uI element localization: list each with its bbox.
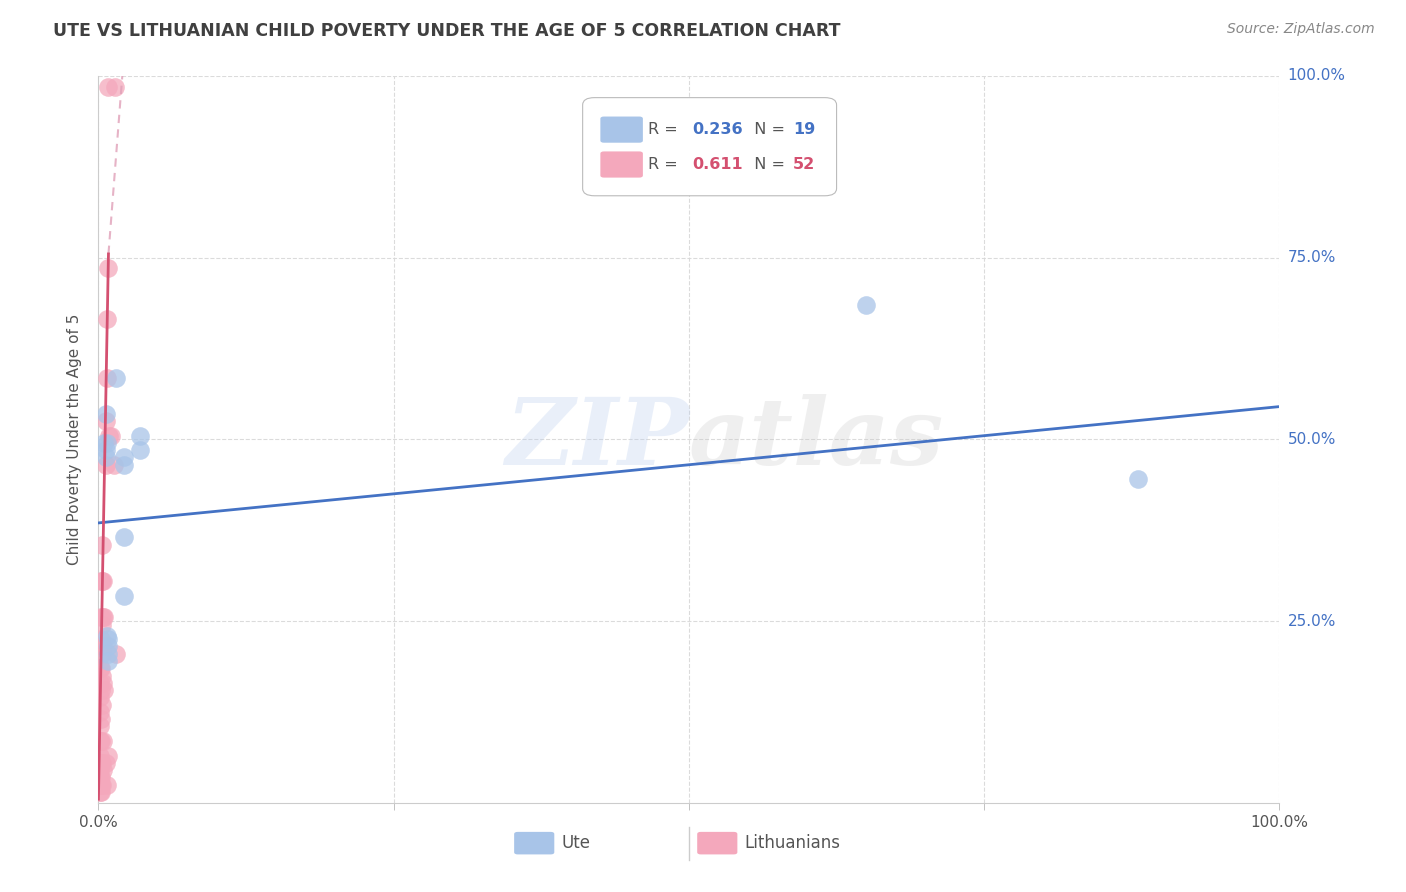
Point <box>94 407 117 421</box>
Point <box>96 312 118 326</box>
Point <box>98 428 121 442</box>
Point <box>97 748 120 763</box>
Point <box>90 574 112 588</box>
Text: 25.0%: 25.0% <box>1288 614 1336 629</box>
Text: 50.0%: 50.0% <box>1288 432 1336 447</box>
Point <box>90 785 112 799</box>
Point <box>90 712 112 726</box>
Point <box>91 778 114 792</box>
Point <box>91 640 114 654</box>
Text: Ute: Ute <box>561 834 591 852</box>
Point <box>91 574 114 588</box>
Point <box>89 748 111 763</box>
Point <box>89 778 111 792</box>
Point <box>93 683 115 698</box>
Point <box>97 632 120 647</box>
Point <box>94 450 117 465</box>
Point <box>90 770 112 784</box>
Text: Source: ZipAtlas.com: Source: ZipAtlas.com <box>1227 22 1375 37</box>
Point <box>91 617 114 632</box>
Text: 0.611: 0.611 <box>693 157 744 172</box>
FancyBboxPatch shape <box>600 117 643 143</box>
Text: UTE VS LITHUANIAN CHILD POVERTY UNDER THE AGE OF 5 CORRELATION CHART: UTE VS LITHUANIAN CHILD POVERTY UNDER TH… <box>53 22 841 40</box>
Point <box>90 661 112 675</box>
Point <box>90 734 112 748</box>
Point <box>105 370 128 384</box>
Point <box>97 79 120 94</box>
Point <box>112 450 135 465</box>
Point <box>90 632 112 647</box>
FancyBboxPatch shape <box>697 832 737 855</box>
Point <box>112 589 135 603</box>
Point <box>91 538 114 552</box>
Point <box>89 763 111 777</box>
Point <box>89 661 111 675</box>
Point <box>100 428 122 442</box>
Point <box>1126 472 1149 486</box>
Point <box>112 458 135 472</box>
Point <box>128 428 150 442</box>
Point <box>91 698 114 712</box>
Point <box>94 458 117 472</box>
Point <box>91 668 114 682</box>
Point <box>89 770 111 784</box>
Point <box>91 676 114 690</box>
Text: 75.0%: 75.0% <box>1288 250 1336 265</box>
Point <box>94 443 117 458</box>
Point <box>90 610 112 624</box>
Text: R =: R = <box>648 157 682 172</box>
Point <box>112 531 135 545</box>
Point <box>89 690 111 705</box>
FancyBboxPatch shape <box>600 152 643 178</box>
Point <box>90 756 112 770</box>
Point <box>97 647 120 661</box>
Point <box>97 261 120 276</box>
Y-axis label: Child Poverty Under the Age of 5: Child Poverty Under the Age of 5 <box>67 314 83 565</box>
Point <box>91 647 114 661</box>
Point <box>89 719 111 733</box>
Text: R =: R = <box>648 122 682 137</box>
Point <box>96 436 118 450</box>
Point <box>91 734 114 748</box>
Point <box>91 756 114 770</box>
Point <box>90 683 112 698</box>
Point <box>97 640 120 654</box>
Text: ZIP: ZIP <box>505 394 689 484</box>
Point <box>128 443 150 458</box>
Point <box>91 763 114 777</box>
Text: 52: 52 <box>793 157 815 172</box>
Point <box>96 370 118 384</box>
Point <box>94 756 117 770</box>
Point <box>855 298 877 312</box>
Text: 0.236: 0.236 <box>693 122 744 137</box>
Point <box>89 785 111 799</box>
Point <box>93 436 115 450</box>
Point <box>89 734 111 748</box>
FancyBboxPatch shape <box>582 97 837 195</box>
Point <box>94 414 117 428</box>
Point <box>90 778 112 792</box>
Point <box>91 610 114 624</box>
Point <box>96 629 118 643</box>
Text: N =: N = <box>744 157 790 172</box>
Point <box>96 778 118 792</box>
Text: 100.0%: 100.0% <box>1288 69 1346 83</box>
Point <box>89 705 111 719</box>
Text: Lithuanians: Lithuanians <box>744 834 841 852</box>
Text: 19: 19 <box>793 122 815 137</box>
Point <box>91 574 114 588</box>
Point <box>93 610 115 624</box>
Point <box>104 79 127 94</box>
Point <box>103 458 125 472</box>
Point <box>89 676 111 690</box>
Point <box>97 654 120 668</box>
FancyBboxPatch shape <box>515 832 554 855</box>
Text: N =: N = <box>744 122 790 137</box>
Text: atlas: atlas <box>689 394 945 484</box>
Point <box>105 647 128 661</box>
